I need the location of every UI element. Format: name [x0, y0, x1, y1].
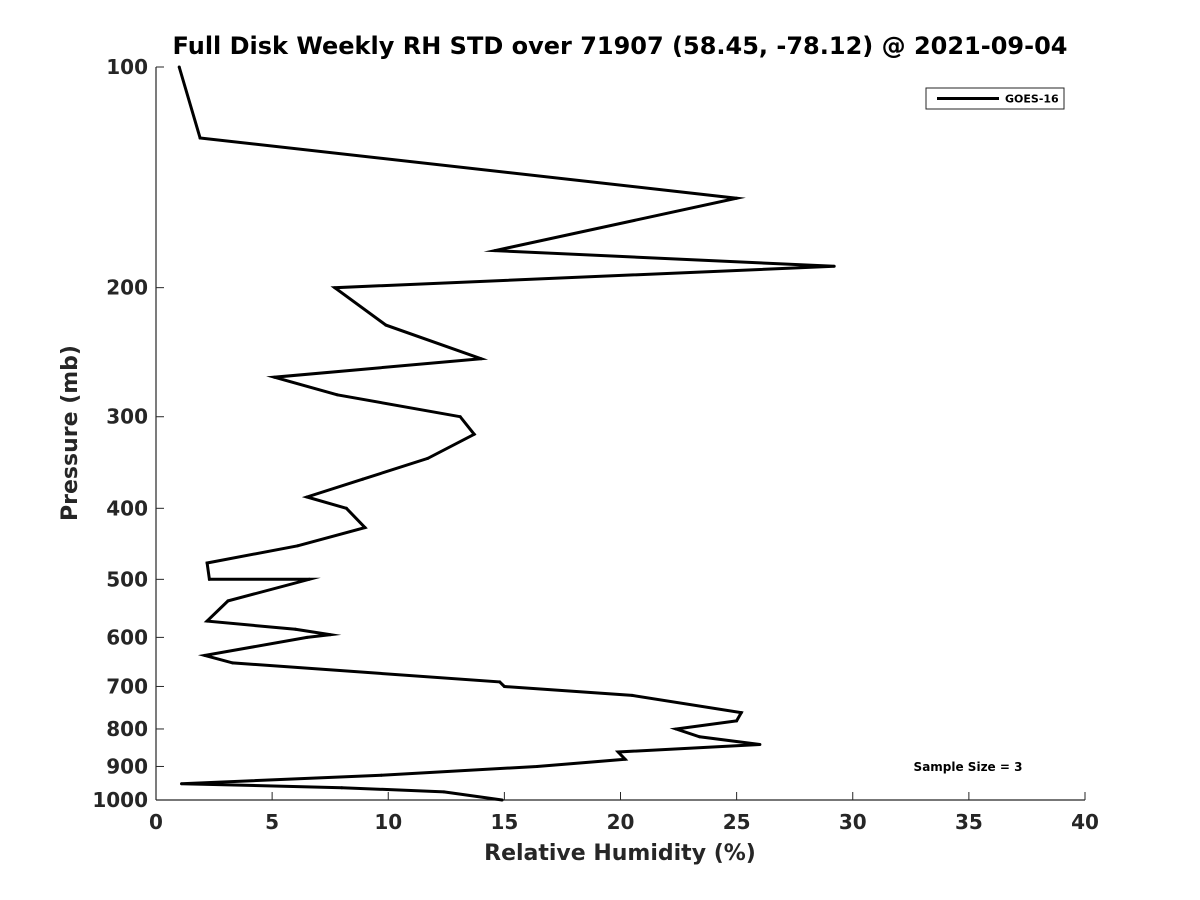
data-point-23 [293, 627, 297, 631]
data-point-27 [231, 661, 235, 665]
data-point-13 [361, 477, 365, 481]
data-point-41 [340, 786, 344, 790]
data-point-5 [333, 286, 337, 290]
y-tick-label-1: 200 [106, 276, 148, 300]
series-line-goes-16 [177, 66, 835, 802]
data-point-42 [442, 790, 446, 794]
data-point-16 [363, 526, 367, 530]
y-tick-label-9: 1000 [92, 788, 148, 812]
y-tick-label-2: 300 [106, 405, 148, 429]
data-point-10 [458, 415, 462, 419]
data-point-39 [379, 773, 383, 777]
data-point-28 [498, 680, 502, 684]
data-point-7 [479, 357, 483, 361]
x-tick-label-0: 0 [149, 810, 163, 834]
data-point-19 [207, 577, 211, 581]
y-axis-label: Pressure (mb) [58, 345, 83, 521]
sample-size-annotation: Sample Size = 3 [914, 760, 1023, 774]
data-point-30 [630, 693, 634, 697]
data-point-33 [674, 727, 678, 731]
data-point-22 [205, 619, 209, 623]
data-point-1 [198, 136, 202, 140]
data-point-6 [384, 323, 388, 327]
data-point-3 [493, 249, 497, 253]
x-tick-label-2: 10 [374, 810, 402, 834]
y-tick-label-0: 100 [106, 55, 148, 79]
data-point-21 [226, 599, 230, 603]
data-point-2 [735, 196, 739, 200]
data-point-29 [502, 685, 506, 688]
data-point-32 [735, 719, 739, 723]
data-point-14 [305, 495, 309, 499]
data-point-8 [272, 375, 276, 379]
x-tick-label-6: 30 [839, 810, 867, 834]
chart-title: Full Disk Weekly RH STD over 71907 (58.4… [173, 32, 1068, 60]
data-point-24 [328, 633, 332, 637]
y-tick-label-5: 600 [106, 625, 148, 649]
x-tick-label-4: 20 [607, 810, 635, 834]
y-tick-label-4: 500 [106, 567, 148, 591]
data-point-18 [205, 561, 209, 565]
legend-label-goes-16: GOES-16 [1005, 93, 1059, 106]
data-point-40 [180, 782, 183, 786]
data-point-25 [305, 635, 309, 639]
x-tick-label-1: 5 [265, 810, 279, 834]
data-point-43 [500, 798, 504, 802]
data-point-0 [177, 65, 181, 69]
data-point-36 [616, 750, 620, 754]
data-point-9 [335, 393, 339, 397]
data-point-34 [698, 735, 701, 739]
y-tick-label-6: 700 [106, 674, 148, 698]
x-tick-label-3: 15 [490, 810, 518, 834]
data-point-26 [203, 653, 207, 657]
data-point-31 [739, 711, 743, 715]
y-axis-ticks: 100 200 300 400 500 600 700 800 900 1000 [92, 55, 164, 812]
data-point-4 [832, 264, 836, 268]
x-tick-label-8: 40 [1071, 810, 1099, 834]
legend: GOES-16 [925, 87, 1065, 110]
x-axis-label: Relative Humidity (%) [484, 841, 756, 866]
plot-area: 0 5 10 15 20 25 30 35 40 100 200 300 400 500 600 700 80… [92, 55, 1099, 834]
data-point-17 [296, 544, 300, 548]
series-group [177, 65, 836, 802]
x-axis-ticks: 0 5 10 15 20 25 30 35 40 [149, 792, 1099, 834]
data-point-15 [344, 506, 348, 510]
x-tick-label-7: 35 [955, 810, 983, 834]
data-point-12 [426, 456, 430, 460]
data-point-38 [535, 765, 539, 768]
y-tick-label-3: 400 [106, 496, 148, 520]
data-point-11 [472, 432, 476, 436]
y-tick-label-8: 900 [106, 754, 148, 778]
y-tick-label-7: 800 [106, 717, 148, 741]
data-point-35 [758, 743, 762, 746]
data-point-20 [307, 577, 311, 581]
x-tick-label-5: 25 [723, 810, 751, 834]
data-point-37 [623, 757, 627, 761]
